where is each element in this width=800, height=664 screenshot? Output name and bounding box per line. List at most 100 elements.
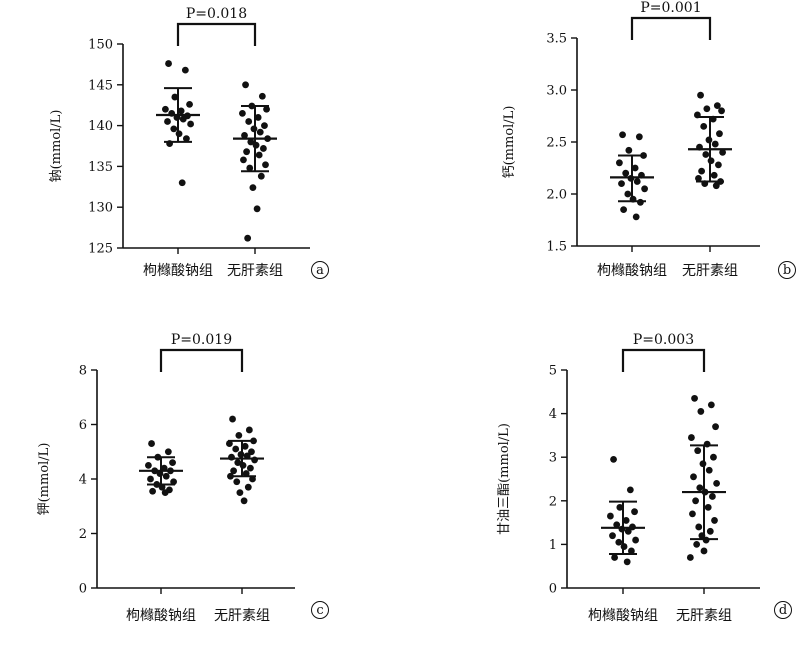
- data-point: [240, 497, 248, 505]
- data-point: [641, 185, 648, 193]
- y-tick-label: 130: [88, 201, 113, 216]
- data-point: [609, 532, 616, 540]
- y-tick-label: 3: [549, 451, 557, 466]
- data-point: [626, 486, 634, 494]
- data-point: [250, 125, 258, 133]
- y-tick-label: 150: [88, 38, 113, 53]
- data-point: [706, 527, 714, 535]
- panel-tag-circle: [311, 601, 329, 619]
- y-tick-label: 125: [88, 242, 113, 257]
- data-point: [696, 484, 704, 492]
- data-point: [707, 157, 715, 165]
- data-point: [686, 554, 694, 561]
- data-point: [175, 130, 183, 138]
- data-point: [713, 102, 721, 109]
- data-point: [260, 145, 267, 152]
- data-point: [148, 440, 155, 447]
- data-point: [620, 543, 628, 550]
- data-point: [710, 171, 718, 179]
- data-point: [705, 136, 713, 144]
- data-point: [254, 114, 262, 121]
- data-point: [693, 541, 701, 548]
- data-point: [161, 489, 169, 497]
- y-tick-label: 0: [79, 582, 87, 597]
- y-tick-label: 2.0: [546, 188, 567, 203]
- y-axis-label: 甘油三酯(mmol/L): [497, 423, 512, 535]
- category-label: 无肝素组: [682, 263, 738, 279]
- data-point: [622, 169, 630, 177]
- data-point: [689, 510, 696, 518]
- data-point: [691, 394, 698, 402]
- category-label: 枸橼酸钠组: [597, 263, 667, 279]
- y-tick-label: 2: [549, 494, 557, 509]
- data-point: [700, 547, 708, 555]
- data-point: [692, 497, 699, 505]
- data-point: [242, 81, 249, 89]
- y-tick-label: 8: [79, 364, 87, 379]
- panel-tag-label: a: [316, 263, 324, 278]
- data-point: [245, 426, 253, 434]
- data-point: [719, 149, 726, 156]
- data-point: [263, 105, 270, 113]
- data-point: [613, 521, 621, 529]
- data-point: [625, 146, 633, 154]
- data-point: [624, 527, 632, 535]
- data-point: [244, 483, 252, 491]
- data-point: [252, 141, 260, 149]
- data-point: [249, 475, 256, 483]
- p-value-label: P=0.001: [640, 0, 701, 16]
- data-point: [171, 93, 179, 101]
- data-point: [244, 234, 252, 242]
- data-point: [145, 461, 152, 469]
- data-point: [713, 479, 720, 487]
- data-point: [230, 467, 238, 475]
- data-point: [237, 451, 245, 458]
- data-point: [249, 184, 257, 192]
- data-point: [253, 205, 261, 213]
- p-value-label: P=0.003: [633, 332, 694, 348]
- data-point: [255, 151, 263, 159]
- data-point: [179, 115, 187, 123]
- data-point: [703, 105, 711, 113]
- category-label: 无肝素组: [227, 263, 283, 279]
- y-tick-label: 2.5: [546, 136, 567, 151]
- y-tick-label: 3.0: [546, 84, 567, 99]
- category-label: 枸橼酸钠组: [143, 263, 213, 279]
- y-tick-label: 4: [549, 407, 557, 422]
- data-point: [181, 66, 189, 74]
- data-point: [164, 448, 172, 456]
- y-axis-label: 钾(mmol/L): [37, 443, 52, 516]
- data-point: [165, 60, 172, 67]
- data-point: [239, 461, 247, 469]
- category-label: 无肝素组: [214, 608, 270, 624]
- data-point: [226, 440, 233, 447]
- data-point: [711, 140, 719, 148]
- data-point: [632, 536, 639, 544]
- data-point: [616, 159, 623, 167]
- category-label: 枸橼酸钠组: [126, 608, 196, 624]
- panel-tag-label: b: [783, 263, 791, 278]
- data-point: [235, 432, 243, 439]
- data-point: [243, 148, 251, 156]
- y-axis-label: 钙(mmol/L): [502, 106, 517, 179]
- data-point: [232, 445, 240, 453]
- p-value-label: P=0.019: [171, 332, 232, 348]
- data-point: [234, 459, 242, 467]
- data-point: [607, 512, 614, 520]
- data-point: [245, 118, 253, 125]
- data-point: [695, 523, 703, 531]
- data-point: [697, 408, 705, 415]
- y-tick-label: 1.5: [546, 240, 567, 255]
- data-point: [610, 455, 617, 463]
- data-point: [162, 472, 170, 480]
- data-point: [718, 107, 725, 115]
- significance-bracket: [159, 348, 244, 372]
- panel-tag-circle: [774, 601, 792, 619]
- data-point: [620, 206, 627, 214]
- data-point: [637, 198, 644, 206]
- data-point: [690, 473, 697, 481]
- data-point: [246, 164, 254, 172]
- y-tick-label: 4: [79, 473, 87, 488]
- data-point: [698, 167, 705, 175]
